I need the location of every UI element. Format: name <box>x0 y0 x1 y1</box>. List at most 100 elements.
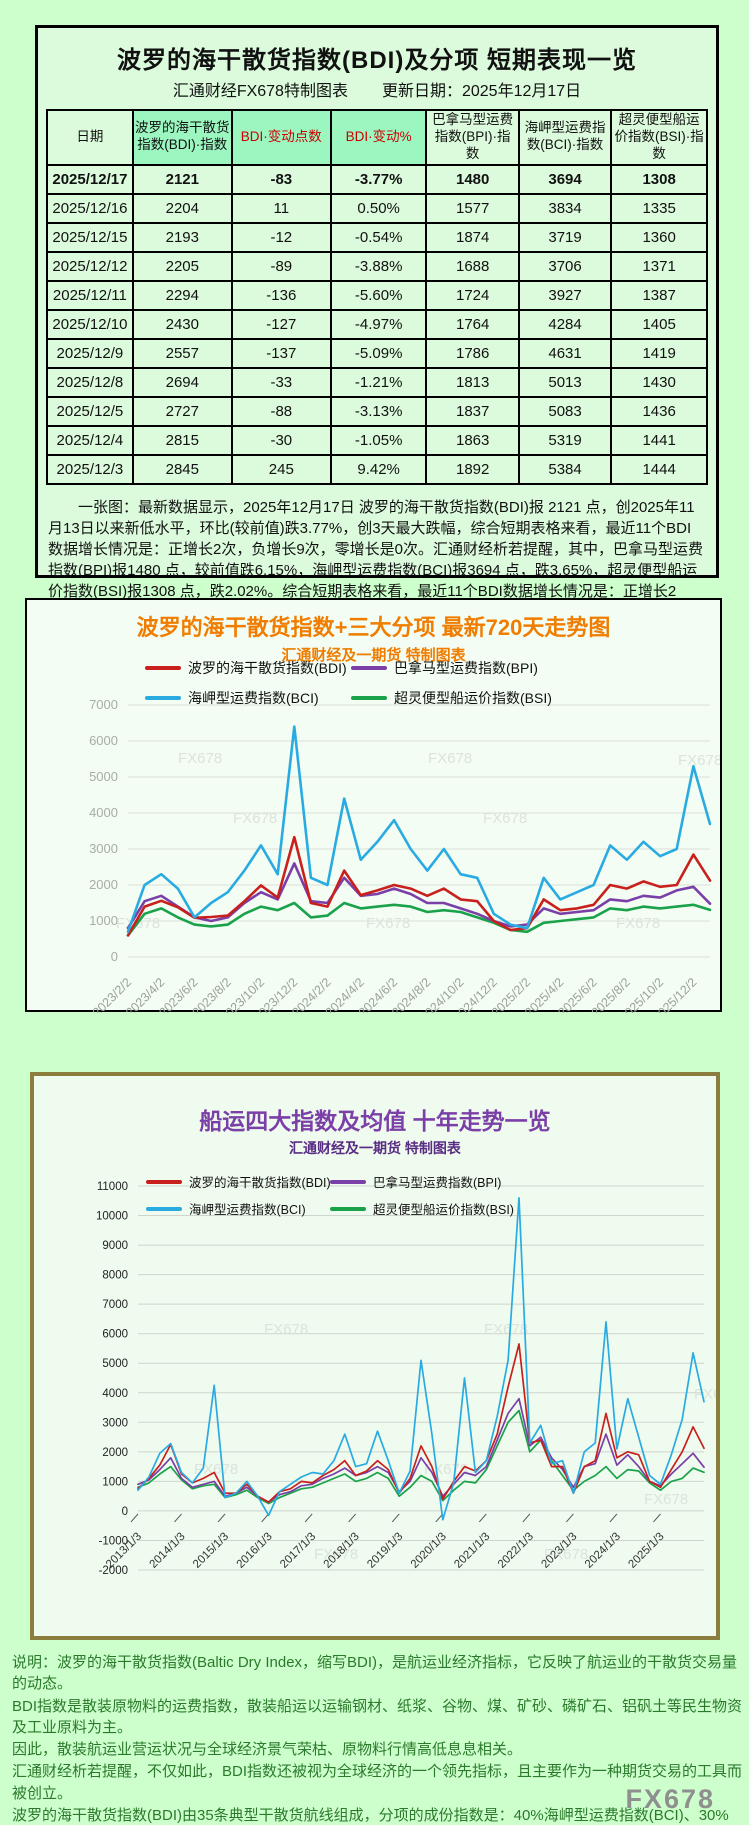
table-cell: 2025/12/15 <box>46 221 134 253</box>
table-cell: -12 <box>230 221 332 253</box>
table-cell: 1724 <box>425 279 520 311</box>
table-cell: 5319 <box>517 424 613 456</box>
table-cell: 1444 <box>610 453 708 485</box>
bdi-table-head-row: 日期 波罗的海干散货指数(BDI)·指数 BDI·变动点数 BDI·变动% 巴拿马型运费… <box>46 109 708 166</box>
table-row: 2025/12/11 2294 -136 -5.60% 1724 3927 1387 <box>46 279 708 311</box>
table-cell: -3.77% <box>329 163 428 195</box>
table-cell: 2025/12/4 <box>46 424 134 456</box>
svg-text:2021/1/3: 2021/1/3 <box>452 1531 492 1571</box>
legend-line-swatch <box>330 1206 366 1211</box>
table-cell: 0.50% <box>329 192 428 224</box>
legend-line-swatch <box>145 666 181 670</box>
svg-text:9000: 9000 <box>102 1240 128 1252</box>
legend-item: 波罗的海干散货指数(BDI) <box>146 1172 331 1191</box>
table-cell: -136 <box>230 279 332 311</box>
svg-text:FX678: FX678 <box>178 750 222 767</box>
chart10y-title: 船运四大指数及均值 十年走势一览 <box>199 1108 551 1134</box>
table-cell: 3834 <box>517 192 613 224</box>
svg-text:2017/1/3: 2017/1/3 <box>278 1531 318 1571</box>
legend-label: 巴拿马型运费指数(BPI) <box>373 1176 502 1190</box>
svg-text:4000: 4000 <box>102 1388 128 1400</box>
table-cell: 3927 <box>517 279 613 311</box>
svg-text:FX678: FX678 <box>616 915 660 932</box>
svg-text:2016/1/3: 2016/1/3 <box>235 1531 275 1571</box>
table-cell: 11 <box>230 192 332 224</box>
table-cell: 2025/12/10 <box>46 308 134 340</box>
chart720-panel: 波罗的海干散货指数+三大分项 最新720天走势图 汇通财经及一期货 特制图表 波… <box>25 598 722 1013</box>
svg-text:7000: 7000 <box>102 1299 128 1311</box>
table-cell: -5.60% <box>329 279 428 311</box>
chart10y-panel: 船运四大指数及均值 十年走势一览 汇通财经及一期货 特制图表 波罗的海干散货指数… <box>30 1072 720 1640</box>
table-cell: -33 <box>230 366 332 398</box>
table-cell: 1335 <box>610 192 708 224</box>
svg-text:11000: 11000 <box>97 1181 128 1193</box>
table-cell: 2025/12/3 <box>46 453 134 485</box>
table-cell: -83 <box>230 163 332 195</box>
table-cell: 2025/12/11 <box>46 279 134 311</box>
table-row: 2025/12/3 2845 245 9.42% 1892 5384 1444 <box>46 453 708 485</box>
svg-text:2014/1/3: 2014/1/3 <box>148 1531 188 1571</box>
table-cell: 1360 <box>610 221 708 253</box>
table-row: 2025/12/12 2205 -89 -3.88% 1688 3706 1371 <box>46 250 708 282</box>
svg-text:6000: 6000 <box>102 1329 128 1341</box>
svg-text:2019/1/3: 2019/1/3 <box>365 1531 405 1571</box>
table-source: 汇通财经FX678特制图表 <box>172 83 348 100</box>
bdi-table: 日期 波罗的海干散货指数(BDI)·指数 BDI·变动点数 BDI·变动% 巴拿马型运费… <box>46 109 708 485</box>
table-cell: 1387 <box>610 279 708 311</box>
table-cell: 1688 <box>425 250 520 282</box>
legend-line-swatch <box>145 696 181 700</box>
svg-text:1000: 1000 <box>102 1476 128 1488</box>
svg-text:FX678: FX678 <box>484 1321 528 1338</box>
svg-text:5000: 5000 <box>102 1358 128 1370</box>
table-cell: -0.54% <box>329 221 428 253</box>
table-cell: 2727 <box>131 395 233 427</box>
description-line: 因此，散装航运业营运状况与全球经济景气荣枯、原物料行情高低息息相关。 <box>12 1741 523 1759</box>
table-cell: 9.42% <box>329 453 428 485</box>
legend-item: 超灵便型船运价指数(BSI) <box>330 1199 514 1218</box>
svg-text:0: 0 <box>122 1506 128 1518</box>
table-cell: 1480 <box>425 163 520 195</box>
table-cell: -137 <box>230 337 332 369</box>
table-cell: 2557 <box>131 337 233 369</box>
svg-text:FX678: FX678 <box>264 1321 308 1338</box>
bdi-table-body: 2025/12/17 2121 -83 -3.77% 1480 3694 1308 2025/… <box>46 163 708 485</box>
table-cell: 2025/12/9 <box>46 337 134 369</box>
table-cell: 5083 <box>517 395 613 427</box>
svg-text:2024/1/3: 2024/1/3 <box>583 1531 623 1571</box>
description-line: 汇通财经析若提醒，不仅如此，BDI指数还被视为全球经济的一个领先指标，且主要作为… <box>12 1763 743 1802</box>
table-cell: 1813 <box>425 366 520 398</box>
table-cell: -127 <box>230 308 332 340</box>
legend-label: 海岬型运费指数(BCI) <box>189 1203 306 1217</box>
table-row: 2025/12/9 2557 -137 -5.09% 1786 4631 1419 <box>46 337 708 369</box>
column-header: BDI·变动点数 <box>230 109 332 166</box>
table-cell: -3.88% <box>329 250 428 282</box>
svg-text:3000: 3000 <box>89 841 118 856</box>
legend-item: 超灵便型船运价指数(BSI) <box>351 688 552 708</box>
column-header: 日期 <box>46 109 134 166</box>
table-cell: 5013 <box>517 366 613 398</box>
legend-label: 巴拿马型运费指数(BPI) <box>394 660 538 676</box>
table-cell: 1441 <box>610 424 708 456</box>
svg-text:FX678: FX678 <box>194 1461 238 1478</box>
legend-item: 波罗的海干散货指数(BDI) <box>145 658 351 678</box>
table-cell: 1874 <box>425 221 520 253</box>
table-cell: -1.21% <box>329 366 428 398</box>
svg-text:FX678: FX678 <box>694 1386 716 1403</box>
table-cell: 1764 <box>425 308 520 340</box>
table-cell: 2430 <box>131 308 233 340</box>
legend-label: 超灵便型船运价指数(BSI) <box>394 690 552 706</box>
chart10y-subtitle: 汇通财经及一期货 特制图表 <box>289 1140 461 1156</box>
svg-text:FX678: FX678 <box>314 1546 358 1563</box>
svg-text:3000: 3000 <box>102 1417 128 1429</box>
svg-text:FX678: FX678 <box>428 750 472 767</box>
table-cell: 2121 <box>131 163 233 195</box>
svg-text:FX678: FX678 <box>644 1491 688 1508</box>
legend-label: 波罗的海干散货指数(BDI) <box>189 1176 331 1190</box>
description-line: 波罗的海干散货指数(BDI)由35条典型干散货航线组成，分项的成份指数是：40%… <box>12 1807 729 1825</box>
table-cell: 1405 <box>610 308 708 340</box>
legend-item: 巴拿马型运费指数(BPI) <box>330 1172 514 1191</box>
table-cell: -1.05% <box>329 424 428 456</box>
table-cell: 1577 <box>425 192 520 224</box>
table-cell: -4.97% <box>329 308 428 340</box>
table-row: 2025/12/16 2204 11 0.50% 1577 3834 1335 <box>46 192 708 224</box>
